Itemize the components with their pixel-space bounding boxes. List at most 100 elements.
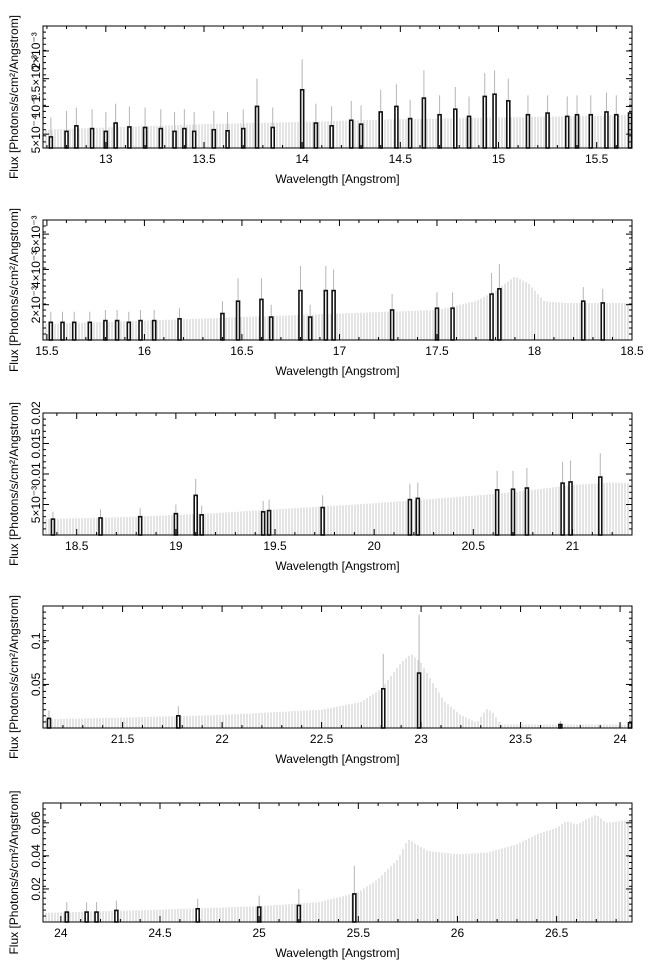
data-bar: [260, 511, 266, 536]
data-bar: [574, 113, 580, 149]
data-bar: [416, 672, 422, 729]
data-bar: [142, 126, 148, 149]
x-tick-label: 16.5: [230, 344, 254, 358]
x-tick-label: 16: [138, 344, 152, 358]
data-bar: [492, 93, 497, 149]
chart-panel-3: 18.5 19 19.5 20 20.5 21 5×10⁻³0.01 0.015 0.02 Wav…: [7, 401, 633, 573]
data-bar: [627, 112, 633, 149]
data-bar: [126, 321, 132, 341]
model-lines: [45, 114, 629, 148]
x-tick-label: 17.5: [425, 344, 449, 358]
y-tick-label: 0.06: [29, 811, 43, 835]
x-axis-title: Wavelength [Angstrom]: [275, 559, 399, 573]
data-bar: [98, 517, 103, 536]
data-bars: [48, 264, 606, 341]
y-axis-title: Flux [Photons/s/cm²/Angstrom]: [7, 15, 21, 179]
y-tick-label: 5×10⁻⁴: [29, 115, 43, 154]
x-tick-label: 18.5: [620, 344, 644, 358]
x-tick-label: 13.5: [192, 152, 216, 166]
y-tick-label: 0.02: [29, 401, 43, 425]
y-tick-label: 0.02: [29, 877, 43, 901]
x-tick-label: 21: [566, 539, 580, 553]
data-bar: [466, 115, 472, 149]
x-tick-label: 15.5: [585, 152, 609, 166]
data-bar: [560, 482, 565, 536]
y-axis-title: Flux [Photons/s/cm²/Angstrom]: [7, 595, 21, 759]
data-bar: [298, 289, 303, 341]
x-tick-label: 22.5: [310, 732, 334, 746]
y-tick-label: 1.5×10⁻³: [29, 55, 43, 102]
data-bar: [307, 316, 313, 341]
data-bar: [268, 316, 274, 341]
x-tick-label: 26: [451, 926, 465, 940]
data-bar: [60, 321, 65, 341]
data-bar: [613, 113, 619, 149]
x-tick-label: 24: [613, 732, 627, 746]
data-bar: [600, 302, 606, 341]
x-tick-label: 14.5: [389, 152, 413, 166]
data-bar: [64, 911, 70, 923]
x-tick-label: 19: [169, 539, 183, 553]
data-bar: [452, 108, 458, 149]
data-bar: [220, 312, 225, 341]
data-bar: [254, 105, 260, 149]
model-lines: [45, 815, 629, 922]
data-bar: [137, 515, 143, 536]
data-bar: [94, 911, 99, 923]
x-axis-title: Wavelength [Angstrom]: [275, 172, 399, 186]
data-bar: [421, 97, 427, 149]
y-tick-label: 0.1: [29, 632, 43, 649]
data-bars: [50, 453, 603, 536]
y-tick-label: 0.015: [29, 428, 43, 458]
model-lines: [45, 654, 629, 728]
data-bar: [299, 88, 305, 149]
data-bar: [50, 518, 56, 536]
y-tick-label: 5×10⁻³: [29, 486, 43, 523]
data-bar: [627, 721, 633, 729]
data-bar: [87, 321, 93, 341]
y-axis-title: Flux [Photons/s/cm²/Angstrom]: [7, 208, 21, 372]
data-bar: [313, 122, 319, 149]
data-bar: [331, 289, 336, 341]
data-bar: [407, 498, 413, 536]
data-bar: [450, 307, 455, 341]
y-tick-label: 2×10⁻³: [29, 32, 43, 69]
data-bar: [378, 111, 383, 149]
data-bar: [89, 127, 95, 149]
data-bar: [177, 318, 182, 341]
x-tick-label: 18: [528, 344, 542, 358]
x-tick-label: 25.5: [347, 926, 371, 940]
data-bar: [138, 319, 143, 341]
data-bar: [225, 130, 230, 149]
data-bar: [482, 95, 488, 149]
data-bar: [394, 105, 399, 149]
data-bar: [320, 506, 325, 536]
y-tick-label: 0.05: [29, 672, 43, 696]
data-bar: [597, 476, 603, 536]
data-bar: [235, 300, 241, 341]
data-bar: [506, 100, 511, 149]
data-bar: [191, 130, 197, 149]
data-bar: [259, 298, 264, 341]
data-bar: [329, 125, 334, 149]
data-bar: [48, 321, 54, 341]
data-bar: [380, 687, 386, 729]
x-tick-label: 25: [252, 926, 266, 940]
chart-panel-4: 21.5 22 22.5 23 23.5 24 0.05 0.1 Wavelength [Ang…: [7, 595, 633, 766]
x-tick-label: 17: [333, 344, 347, 358]
data-bar: [172, 130, 177, 149]
data-bar: [113, 122, 118, 149]
x-tick-label: 24: [54, 926, 68, 940]
data-bar: [352, 893, 357, 923]
data-bar: [407, 117, 413, 149]
data-bar: [323, 289, 329, 341]
y-axis-title: Flux [Photons/s/cm²/Angstrom]: [7, 402, 21, 566]
x-tick-label: 20.5: [462, 539, 486, 553]
data-bar: [604, 111, 609, 149]
data-bar: [525, 113, 531, 149]
data-bar: [114, 909, 119, 923]
x-tick-label: 14: [295, 152, 309, 166]
chart-panel-5: 24 24.5 25 25.5 26 26.5 0.02 0.04 0.06 Wavelength…: [7, 790, 633, 960]
data-bar: [358, 123, 364, 149]
